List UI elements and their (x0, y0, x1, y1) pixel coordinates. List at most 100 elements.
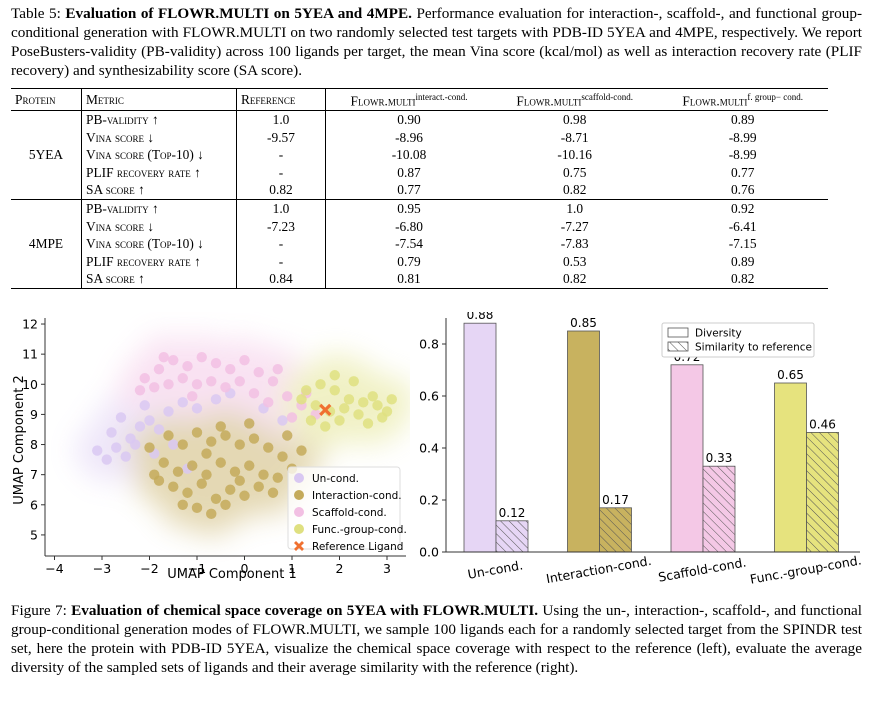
reference-cell: - (236, 163, 326, 182)
metric-cell: SA score ↑ (81, 270, 237, 290)
scatter-point (263, 442, 274, 453)
fgroup-cell: 0.77 (730, 164, 755, 180)
scatter-point (187, 391, 198, 402)
scatter-point (244, 460, 255, 471)
scaffold-cell: 0.75 (562, 164, 587, 180)
reference-cell: -7.23 (236, 217, 326, 236)
scatter-point (163, 406, 174, 417)
y-tick-label: 0.2 (419, 493, 439, 508)
scatter-point (210, 357, 222, 369)
scatter-point (258, 469, 269, 480)
scatter-point (267, 376, 279, 387)
table-caption-title: Evaluation of FLOWR.MULTI on 5YEA and 4M… (65, 5, 412, 22)
scatter-point (153, 475, 165, 486)
metric-cell: PLIF recovery rate ↑ (81, 252, 237, 271)
scatter-point (220, 499, 231, 510)
scatter-point (163, 379, 174, 390)
scaffold-cell: -7.83 (560, 236, 589, 252)
figure-caption-body: Using the un-, interaction-, scaffold-, … (11, 602, 862, 676)
reference-ligand-marker (319, 403, 332, 417)
scatter-point (329, 385, 340, 396)
y-tick-label: 12 (22, 317, 38, 332)
scatter-point (248, 388, 260, 399)
figure-caption-title: Evaluation of chemical space coverage on… (71, 602, 539, 619)
y-tick-label: 10 (22, 377, 38, 392)
bar (463, 322, 497, 553)
scatter-point (187, 460, 198, 471)
scatter-point (282, 430, 293, 441)
metric-cell: Vina score ↓ (81, 217, 237, 236)
bar-marks: 0.880.120.850.170.720.330.650.46 (463, 312, 839, 553)
bar-legend: Diversity Similarity to reference (661, 322, 815, 358)
scatter-point (134, 385, 146, 396)
fgroup-cell: 0.76 (730, 182, 755, 198)
reference-cell: - (236, 252, 326, 271)
legend-label: Diversity (695, 328, 742, 340)
scatter-point (210, 394, 222, 405)
scatter-point (191, 403, 203, 414)
scatter-point (168, 481, 179, 492)
scatter-point (372, 400, 383, 411)
scatter-point (101, 454, 112, 465)
scatter-point (144, 442, 155, 453)
x-category-label: Interaction-cond. (545, 553, 653, 586)
fgroup-cell: -8.99 (728, 129, 757, 145)
scatter-point (282, 391, 293, 402)
reference-cell: -9.57 (236, 128, 326, 147)
scatter-point (234, 475, 245, 486)
y-tick-label: 0.8 (419, 337, 439, 352)
interact-cell: -10.08 (391, 147, 427, 163)
scatter-point (196, 478, 207, 489)
umap-legend-box (287, 466, 401, 550)
bar-legend-box (661, 322, 815, 358)
scatter-point (225, 484, 236, 495)
reference-cell: - (236, 235, 326, 253)
scatter-point (315, 379, 326, 390)
bar-value-label: 0.88 (467, 312, 494, 322)
scatter-point (229, 466, 241, 477)
scatter-point (234, 439, 245, 450)
bar-value-label: 0.12 (499, 506, 526, 520)
y-tick-label: 11 (22, 347, 38, 362)
table-row: Vina score (Top-10) ↓ - -7.54 -7.83 -7.15 (11, 235, 828, 253)
reference-cell: - (236, 146, 326, 164)
scatter-point (225, 364, 236, 375)
scatter-point (220, 382, 231, 393)
table-row: Vina score (Top-10) ↓ - -10.08 -10.16 -8.99 (11, 146, 828, 164)
scatter-point (215, 421, 226, 432)
x-tick-label: 1 (288, 561, 296, 576)
table-row: 5YEA PB-validity ↑ 1.0 0.90 0.98 0.89 (11, 110, 828, 200)
reference-cell: 0.82 (236, 181, 326, 200)
scatter-point (234, 376, 245, 387)
scatter-point (248, 433, 260, 444)
x-category-label: Func.-group-cond. (749, 552, 863, 586)
y-tick-label: 5 (30, 527, 38, 542)
scatter-point (353, 409, 364, 420)
x-tick-label: 2 (336, 561, 344, 576)
legend-swatch (294, 507, 304, 517)
scaffold-cell: 0.53 (562, 253, 587, 269)
scatter-point (377, 412, 388, 423)
y-tick-label: 0.0 (419, 545, 439, 560)
scaffold-cell: -8.71 (560, 129, 589, 145)
scatter-point (130, 439, 141, 450)
interact-cell: 0.79 (397, 253, 421, 269)
scatter-point (272, 472, 283, 483)
header-fgroup-cond: Flowr.multif. group− cond. (657, 87, 828, 112)
scatter-point (163, 430, 174, 441)
scatter-point (153, 364, 165, 375)
y-tick-label: 6 (30, 497, 38, 512)
x-tick-label: −3 (93, 561, 111, 576)
reference-cell: 0.84 (236, 270, 326, 290)
table-row: Vina score ↓ -9.57 -8.96 -8.71 -8.99 (11, 128, 828, 147)
header-reference: Reference (236, 87, 326, 112)
scatter-point (168, 439, 179, 450)
table-body: 5YEA PB-validity ↑ 1.0 0.90 0.98 0.89 Vina sco… (11, 110, 828, 290)
scatter-point (149, 382, 160, 393)
x-tick-label: 0 (241, 561, 249, 576)
bar-hatch (806, 432, 839, 552)
bar-value-label: 0.65 (777, 368, 804, 382)
bar-value-label: 0.85 (570, 316, 597, 330)
scatter-point (253, 481, 264, 492)
legend-label: Reference Ligand (312, 541, 403, 553)
